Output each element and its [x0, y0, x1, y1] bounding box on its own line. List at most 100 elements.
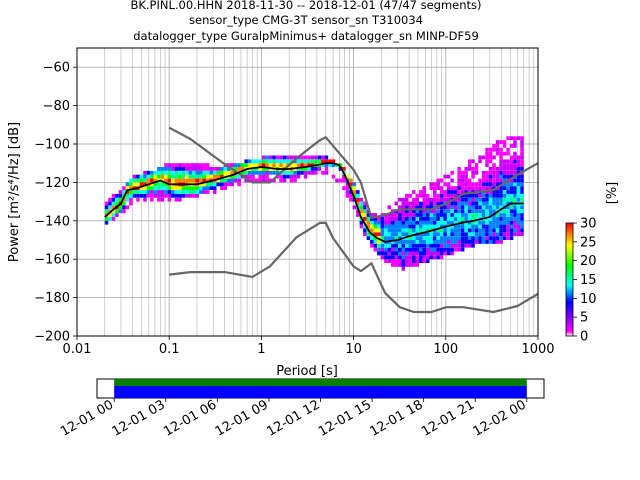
psd-cell: [405, 228, 409, 233]
psd-cell: [108, 201, 112, 206]
psd-cell: [446, 243, 451, 248]
psd-cell: [405, 197, 409, 202]
psd-cell: [338, 178, 343, 183]
psd-cell: [520, 205, 524, 210]
psd-cell: [216, 167, 220, 171]
psd-cell: [174, 193, 179, 198]
psd-cell: [499, 228, 503, 233]
psd-cell: [464, 182, 468, 187]
psd-cell: [160, 182, 165, 187]
psd-cell: [178, 178, 182, 183]
psd-cell: [481, 174, 486, 179]
psd-cell: [143, 197, 147, 202]
psd-cell: [446, 220, 451, 225]
psd-cell: [412, 240, 416, 244]
psd-cell: [464, 213, 468, 217]
psd-cell: [457, 186, 461, 190]
psd-cell: [432, 209, 437, 214]
psd-cell: [275, 159, 280, 164]
psd-cell: [520, 155, 524, 160]
psd-cell: [516, 167, 521, 171]
psd-cell: [213, 174, 217, 179]
psd-cell: [450, 236, 454, 240]
psd-cell: [363, 213, 367, 217]
psd-cell: [485, 182, 489, 187]
psd-cell: [408, 205, 412, 210]
psd-cell: [495, 232, 500, 237]
psd-cell: [412, 259, 416, 263]
psd-cell: [471, 167, 475, 171]
y-tick-label: −120: [34, 176, 70, 191]
psd-cell: [178, 197, 182, 202]
coverage-tick-label: 12-02 00: [471, 397, 529, 439]
psd-cell: [394, 263, 398, 267]
psd-cell: [405, 263, 409, 267]
psd-cell: [384, 259, 388, 263]
psd-cell: [268, 170, 273, 175]
psd-cell: [314, 167, 318, 171]
psd-cell: [199, 186, 203, 190]
psd-cell: [516, 182, 521, 187]
psd-cell: [227, 178, 231, 183]
psd-cell: [443, 190, 447, 194]
psd-cell: [488, 186, 493, 190]
psd-cell: [171, 174, 175, 179]
psd-cell: [422, 236, 426, 240]
chart-title-line-1: BK.PINL.00.HHN 2018-11-30 -- 2018-12-01 …: [130, 0, 481, 12]
psd-cell: [272, 159, 276, 164]
psd-cell: [432, 255, 437, 260]
psd-cell: [230, 182, 234, 187]
psd-cell: [457, 232, 461, 237]
psd-cell: [188, 193, 192, 198]
psd-cell: [387, 224, 392, 229]
psd-cell: [328, 159, 332, 164]
psd-cell: [432, 251, 437, 256]
psd-cell: [457, 217, 461, 221]
psd-cell: [446, 240, 451, 244]
psd-cell: [401, 251, 405, 256]
psd-cell: [426, 255, 430, 260]
psd-cell: [471, 186, 475, 190]
x-axis-label: Period [s]: [276, 364, 338, 379]
psd-cell: [171, 190, 175, 194]
psd-cell: [492, 209, 496, 214]
psd-cell: [439, 247, 444, 252]
psd-cell: [478, 155, 482, 160]
psd-cell: [516, 224, 521, 229]
psd-cell: [377, 240, 381, 244]
psd-cell: [488, 236, 493, 240]
psd-cell: [520, 213, 524, 217]
psd-cell: [282, 163, 287, 167]
psd-cell: [125, 190, 130, 194]
psd-cell: [478, 205, 482, 210]
psd-cell: [380, 236, 385, 240]
psd-cell: [405, 243, 409, 248]
psd-cell: [412, 228, 416, 233]
psd-cell: [233, 163, 238, 167]
psd-cell: [443, 174, 447, 179]
psd-histogram: [104, 136, 524, 271]
psd-cell: [502, 186, 507, 190]
psd-cell: [460, 247, 465, 252]
psd-cell: [506, 163, 510, 167]
psd-cell: [275, 163, 280, 167]
psd-cell: [450, 217, 454, 221]
psd-cell: [506, 236, 510, 240]
psd-cell: [160, 190, 165, 194]
psd-cell: [188, 174, 192, 179]
psd-cell: [244, 163, 248, 167]
psd-cell: [282, 174, 287, 179]
psd-cell: [513, 144, 517, 148]
psd-cell: [439, 228, 444, 233]
psd-cell: [415, 243, 419, 248]
psd-cell: [432, 213, 437, 217]
psd-cell: [513, 140, 517, 144]
psd-cell: [467, 240, 472, 244]
psd-cell: [258, 167, 262, 171]
psd-cell: [436, 224, 440, 229]
psd-cell: [324, 167, 329, 171]
psd-cell: [153, 193, 158, 198]
psd-cell: [359, 220, 364, 225]
psd-cell: [446, 217, 451, 221]
psd-cell: [139, 178, 144, 183]
